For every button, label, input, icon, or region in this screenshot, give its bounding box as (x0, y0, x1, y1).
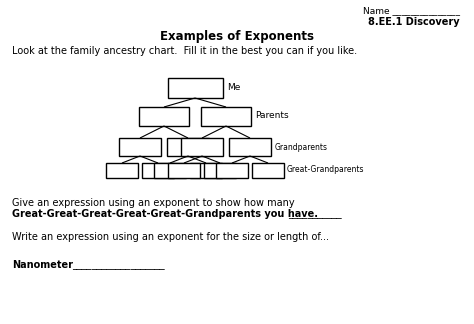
Text: ___________________: ___________________ (72, 260, 164, 270)
Bar (216, 163, 248, 178)
Bar (142, 163, 174, 178)
Text: Me: Me (227, 84, 240, 92)
Bar (119, 138, 161, 156)
Bar (201, 107, 251, 126)
Text: Parents: Parents (255, 111, 289, 121)
Text: Write an expression using an exponent for the size or length of...: Write an expression using an exponent fo… (12, 232, 329, 242)
Text: Name _______________: Name _______________ (363, 6, 460, 15)
Text: Great-Great-Great-Great-Great-Grandparents you have.: Great-Great-Great-Great-Great-Grandparen… (12, 209, 318, 219)
Bar (139, 107, 189, 126)
Text: Look at the family ancestry chart.  Fill it in the best you can if you like.: Look at the family ancestry chart. Fill … (12, 46, 357, 56)
Text: Great-Grandparents: Great-Grandparents (287, 166, 365, 175)
Text: Grandparents: Grandparents (275, 143, 328, 152)
Bar (154, 163, 186, 178)
Text: ___________: ___________ (288, 209, 342, 219)
Bar (167, 138, 209, 156)
Bar (252, 163, 284, 178)
Bar (106, 163, 138, 178)
Text: Nanometer: Nanometer (12, 260, 73, 270)
Bar (229, 138, 271, 156)
Text: Give an expression using an exponent to show how many: Give an expression using an exponent to … (12, 198, 295, 208)
Text: 8.EE.1 Discovery: 8.EE.1 Discovery (368, 17, 460, 27)
Bar (168, 78, 223, 98)
Bar (181, 138, 223, 156)
Bar (204, 163, 236, 178)
Bar (190, 163, 222, 178)
Text: Examples of Exponents: Examples of Exponents (160, 30, 314, 43)
Bar (168, 163, 200, 178)
